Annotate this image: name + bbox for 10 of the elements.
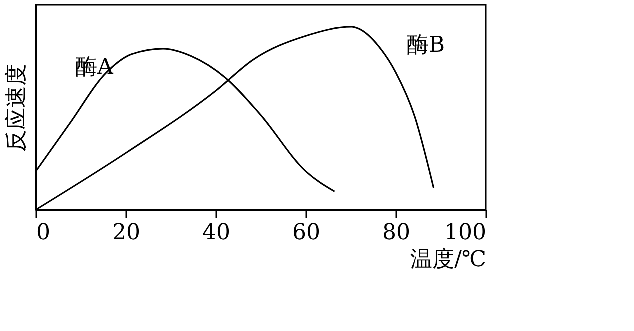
x-tick-label: 80 (382, 220, 410, 246)
series-label: 酶B (406, 32, 446, 58)
x-tick-label: 100 (444, 220, 486, 246)
x-tick-label: 40 (202, 220, 230, 246)
x-tick-label: 60 (292, 220, 320, 246)
x-axis-title: 温度/℃ (410, 248, 486, 272)
x-tick-label: 20 (112, 220, 140, 246)
x-tick-label: 0 (36, 220, 50, 246)
y-axis-title: 反应速度 (4, 64, 30, 152)
series-label: 酶A (75, 54, 114, 80)
